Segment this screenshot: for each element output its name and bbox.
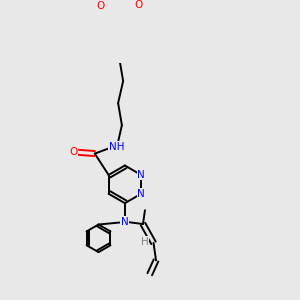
Text: N: N <box>137 170 145 180</box>
Text: N: N <box>137 189 145 199</box>
Text: O: O <box>96 2 105 11</box>
Text: H: H <box>141 237 148 247</box>
Text: O: O <box>135 0 143 10</box>
Text: O: O <box>69 147 77 157</box>
Text: N: N <box>121 217 129 227</box>
Text: NH: NH <box>109 142 124 152</box>
